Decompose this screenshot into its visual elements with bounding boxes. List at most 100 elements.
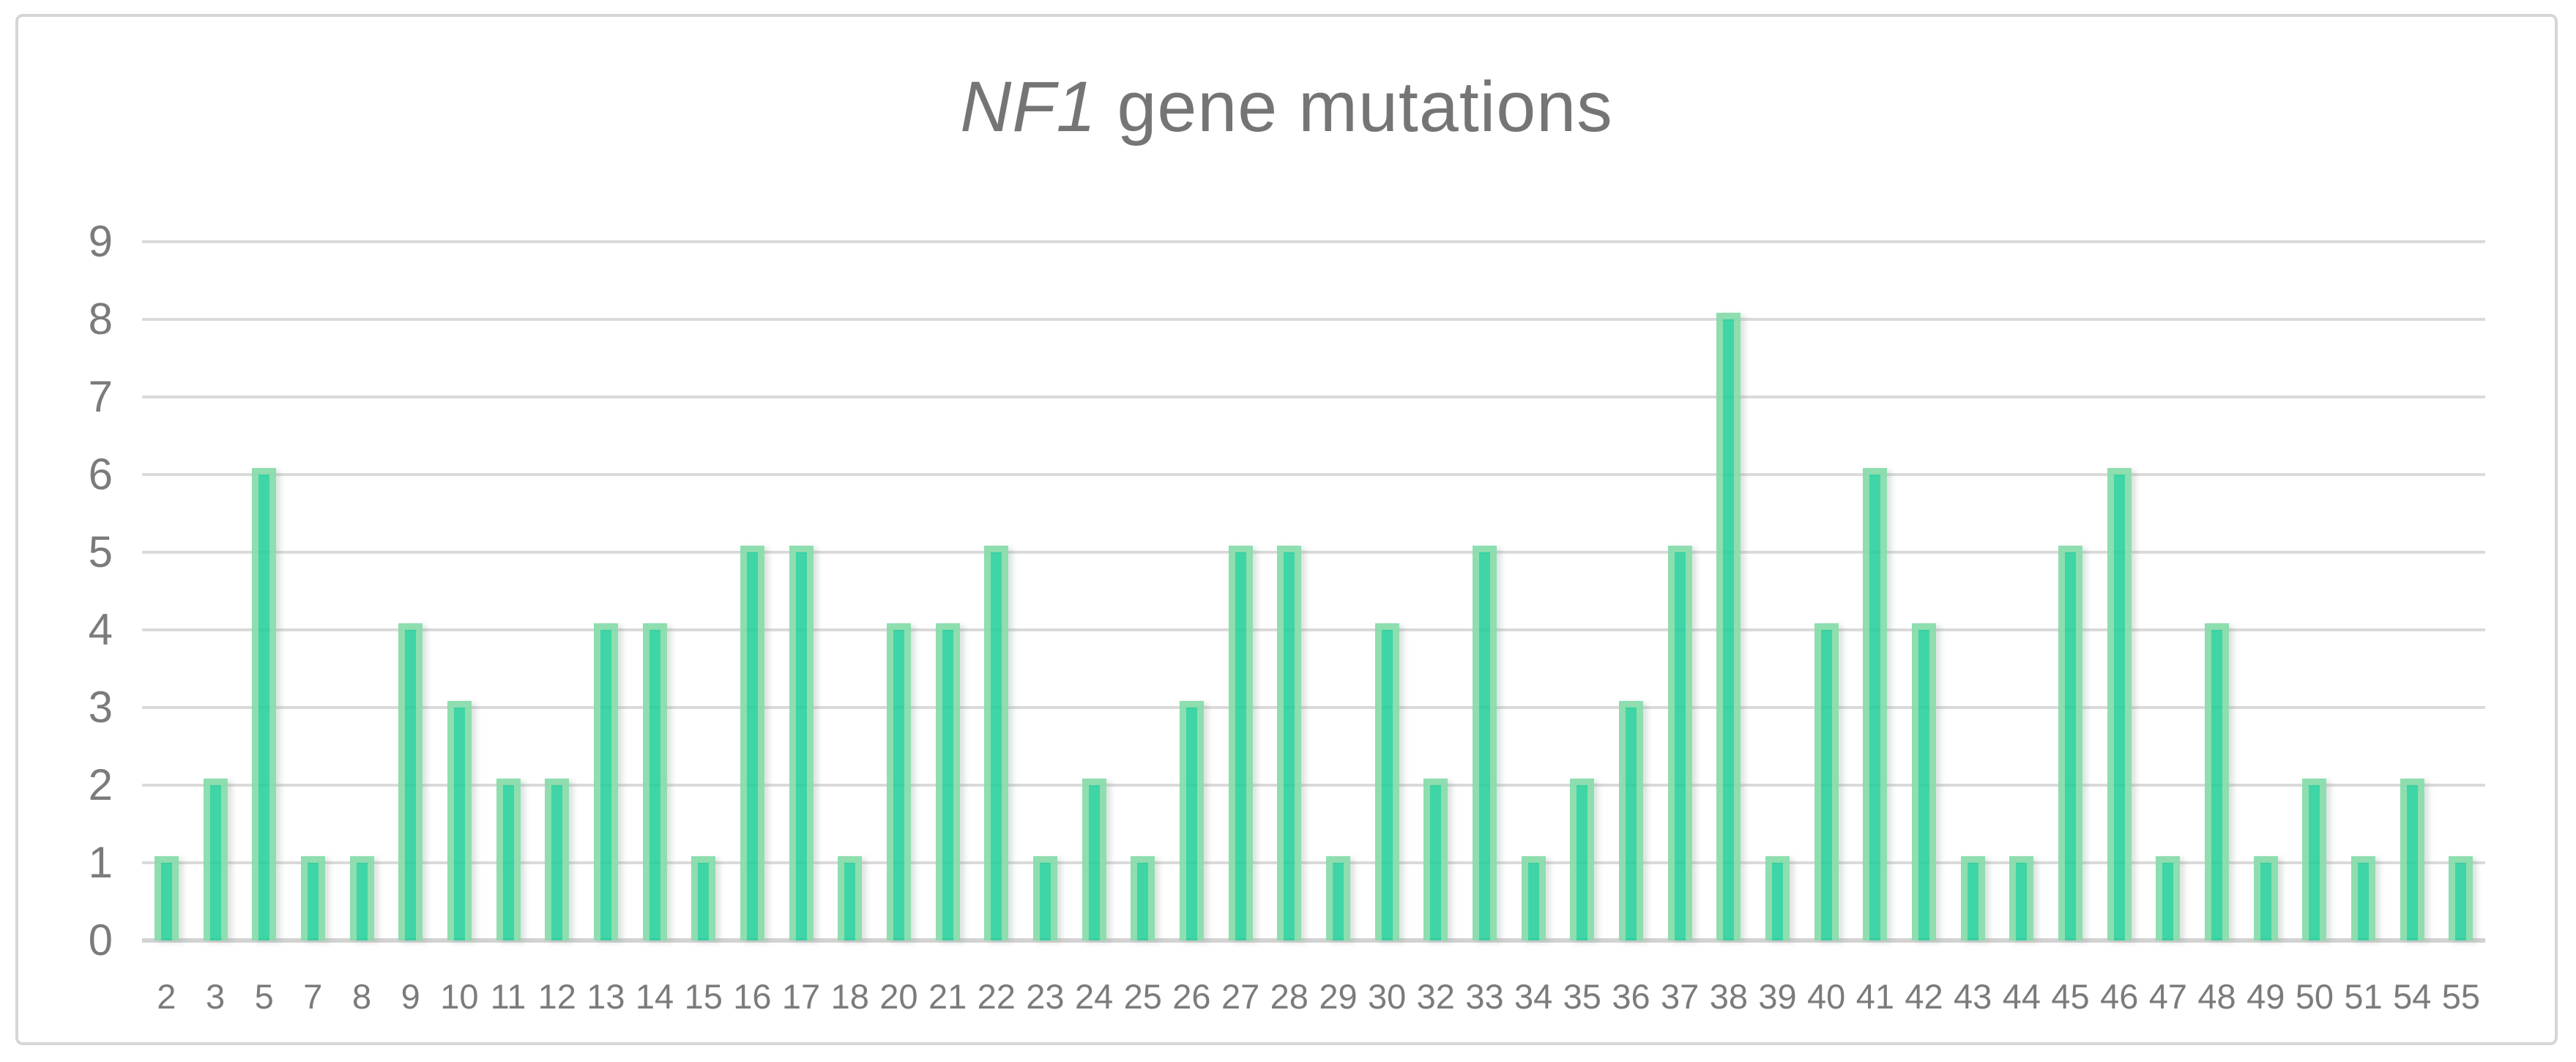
bar-exon-42 (1912, 623, 1937, 940)
bar-column-8 (338, 242, 387, 940)
y-tick-label-7: 7 (88, 372, 113, 421)
bar-exon-21 (935, 623, 960, 940)
bar-column-3 (191, 242, 240, 940)
bar-column-27 (1216, 242, 1265, 940)
x-tick-label-13: 13 (587, 977, 625, 1016)
bar-exon-47 (2156, 856, 2181, 940)
x-tick-label-20: 20 (879, 977, 918, 1016)
bar-column-22 (972, 242, 1021, 940)
x-tick-label-28: 28 (1270, 977, 1309, 1016)
bar-exon-20 (886, 623, 911, 940)
bar-column-2 (142, 242, 191, 940)
x-axis: 2 3 5 7 8 9 10 11 12 13 14 15 16 17 18 20 21 22 23 24 25 26 27… (142, 971, 2485, 1022)
bar-exon-34 (1521, 856, 1546, 940)
bar-exon-27 (1228, 546, 1253, 940)
x-tick-label-22: 22 (977, 977, 1016, 1016)
bar-column-38 (1705, 242, 1754, 940)
x-tick-label-8: 8 (351, 977, 372, 1016)
bar-exon-3 (203, 779, 228, 940)
bar-exon-29 (1325, 856, 1350, 940)
bar-column-39 (1753, 242, 1802, 940)
bar-column-12 (532, 242, 581, 940)
bar-column-45 (2046, 242, 2095, 940)
bar-exon-44 (2009, 856, 2034, 940)
bar-exon-8 (349, 856, 374, 940)
bar-column-5 (239, 242, 289, 940)
bar-exon-10 (447, 701, 472, 940)
y-tick-label-6: 6 (88, 450, 113, 500)
bar-exon-16 (740, 546, 764, 940)
x-tick-label-30: 30 (1367, 977, 1407, 1016)
bar-exon-17 (789, 546, 814, 940)
x-tick-label-24: 24 (1074, 977, 1114, 1016)
bar-column-55 (2437, 242, 2486, 940)
bar-column-25 (1118, 242, 1167, 940)
bar-column-42 (1899, 242, 1948, 940)
bar-column-46 (2095, 242, 2144, 940)
x-tick-label-18: 18 (830, 977, 869, 1016)
y-tick-label-5: 5 (88, 527, 113, 576)
bar-exon-2 (154, 856, 179, 940)
x-tick-label-32: 32 (1416, 977, 1455, 1016)
bar-column-29 (1314, 242, 1363, 940)
bar-exon-40 (1814, 623, 1839, 940)
x-tick-label-33: 33 (1465, 977, 1504, 1016)
bar-column-24 (1070, 242, 1119, 940)
y-tick-label-3: 3 (88, 683, 113, 732)
bar-exon-13 (593, 623, 618, 940)
x-tick-label-41: 41 (1855, 977, 1894, 1016)
bar-exon-9 (398, 623, 423, 940)
bar-exon-15 (691, 856, 716, 940)
x-tick-label-21: 21 (928, 977, 967, 1016)
bar-column-51 (2339, 242, 2388, 940)
bar-column-44 (1998, 242, 2047, 940)
y-tick-label-0: 0 (88, 916, 113, 965)
bar-exon-18 (838, 856, 863, 940)
y-tick-label-8: 8 (88, 294, 113, 344)
bar-column-14 (630, 242, 680, 940)
y-tick-label-9: 9 (88, 217, 113, 266)
y-tick-label-1: 1 (88, 838, 113, 887)
bar-exon-39 (1765, 856, 1790, 940)
x-tick-label-46: 46 (2100, 977, 2139, 1016)
x-tick-label-5: 5 (254, 977, 274, 1016)
bar-column-50 (2290, 242, 2339, 940)
x-tick-label-51: 51 (2344, 977, 2383, 1016)
x-tick-label-15: 15 (684, 977, 723, 1016)
bar-column-28 (1265, 242, 1314, 940)
bar-exon-23 (1032, 856, 1057, 940)
y-axis: 0 1 2 3 4 5 6 7 8 9 (36, 220, 113, 962)
x-tick-label-55: 55 (2441, 977, 2481, 1016)
x-tick-label-10: 10 (440, 977, 479, 1016)
y-tick-label-4: 4 (88, 605, 113, 654)
x-tick-label-35: 35 (1563, 977, 1601, 1016)
bar-exon-22 (984, 546, 1009, 940)
x-tick-label-42: 42 (1905, 977, 1943, 1016)
bar-column-48 (2192, 242, 2241, 940)
x-tick-label-25: 25 (1123, 977, 1162, 1016)
x-tick-label-47: 47 (2148, 977, 2188, 1016)
bar-column-41 (1851, 242, 1900, 940)
x-tick-label-7: 7 (303, 977, 323, 1016)
bar-column-49 (2241, 242, 2290, 940)
bar-column-7 (289, 242, 338, 940)
bar-exon-54 (2400, 779, 2424, 940)
x-tick-label-12: 12 (537, 977, 576, 1016)
bar-exon-7 (300, 856, 325, 940)
plot-area (142, 240, 2486, 943)
bar-column-54 (2388, 242, 2437, 940)
x-tick-label-40: 40 (1807, 977, 1846, 1016)
bar-column-35 (1557, 242, 1607, 940)
x-tick-label-23: 23 (1026, 977, 1065, 1016)
bar-column-37 (1656, 242, 1705, 940)
gridline-y6 (142, 473, 2485, 477)
bar-column-20 (874, 242, 923, 940)
bar-exon-36 (1618, 701, 1643, 940)
bar-column-30 (1363, 242, 1412, 940)
bar-exon-50 (2302, 779, 2327, 940)
bar-exon-12 (545, 779, 570, 940)
x-tick-label-39: 39 (1758, 977, 1797, 1016)
bar-exon-37 (1667, 546, 1692, 940)
x-tick-label-27: 27 (1221, 977, 1260, 1016)
